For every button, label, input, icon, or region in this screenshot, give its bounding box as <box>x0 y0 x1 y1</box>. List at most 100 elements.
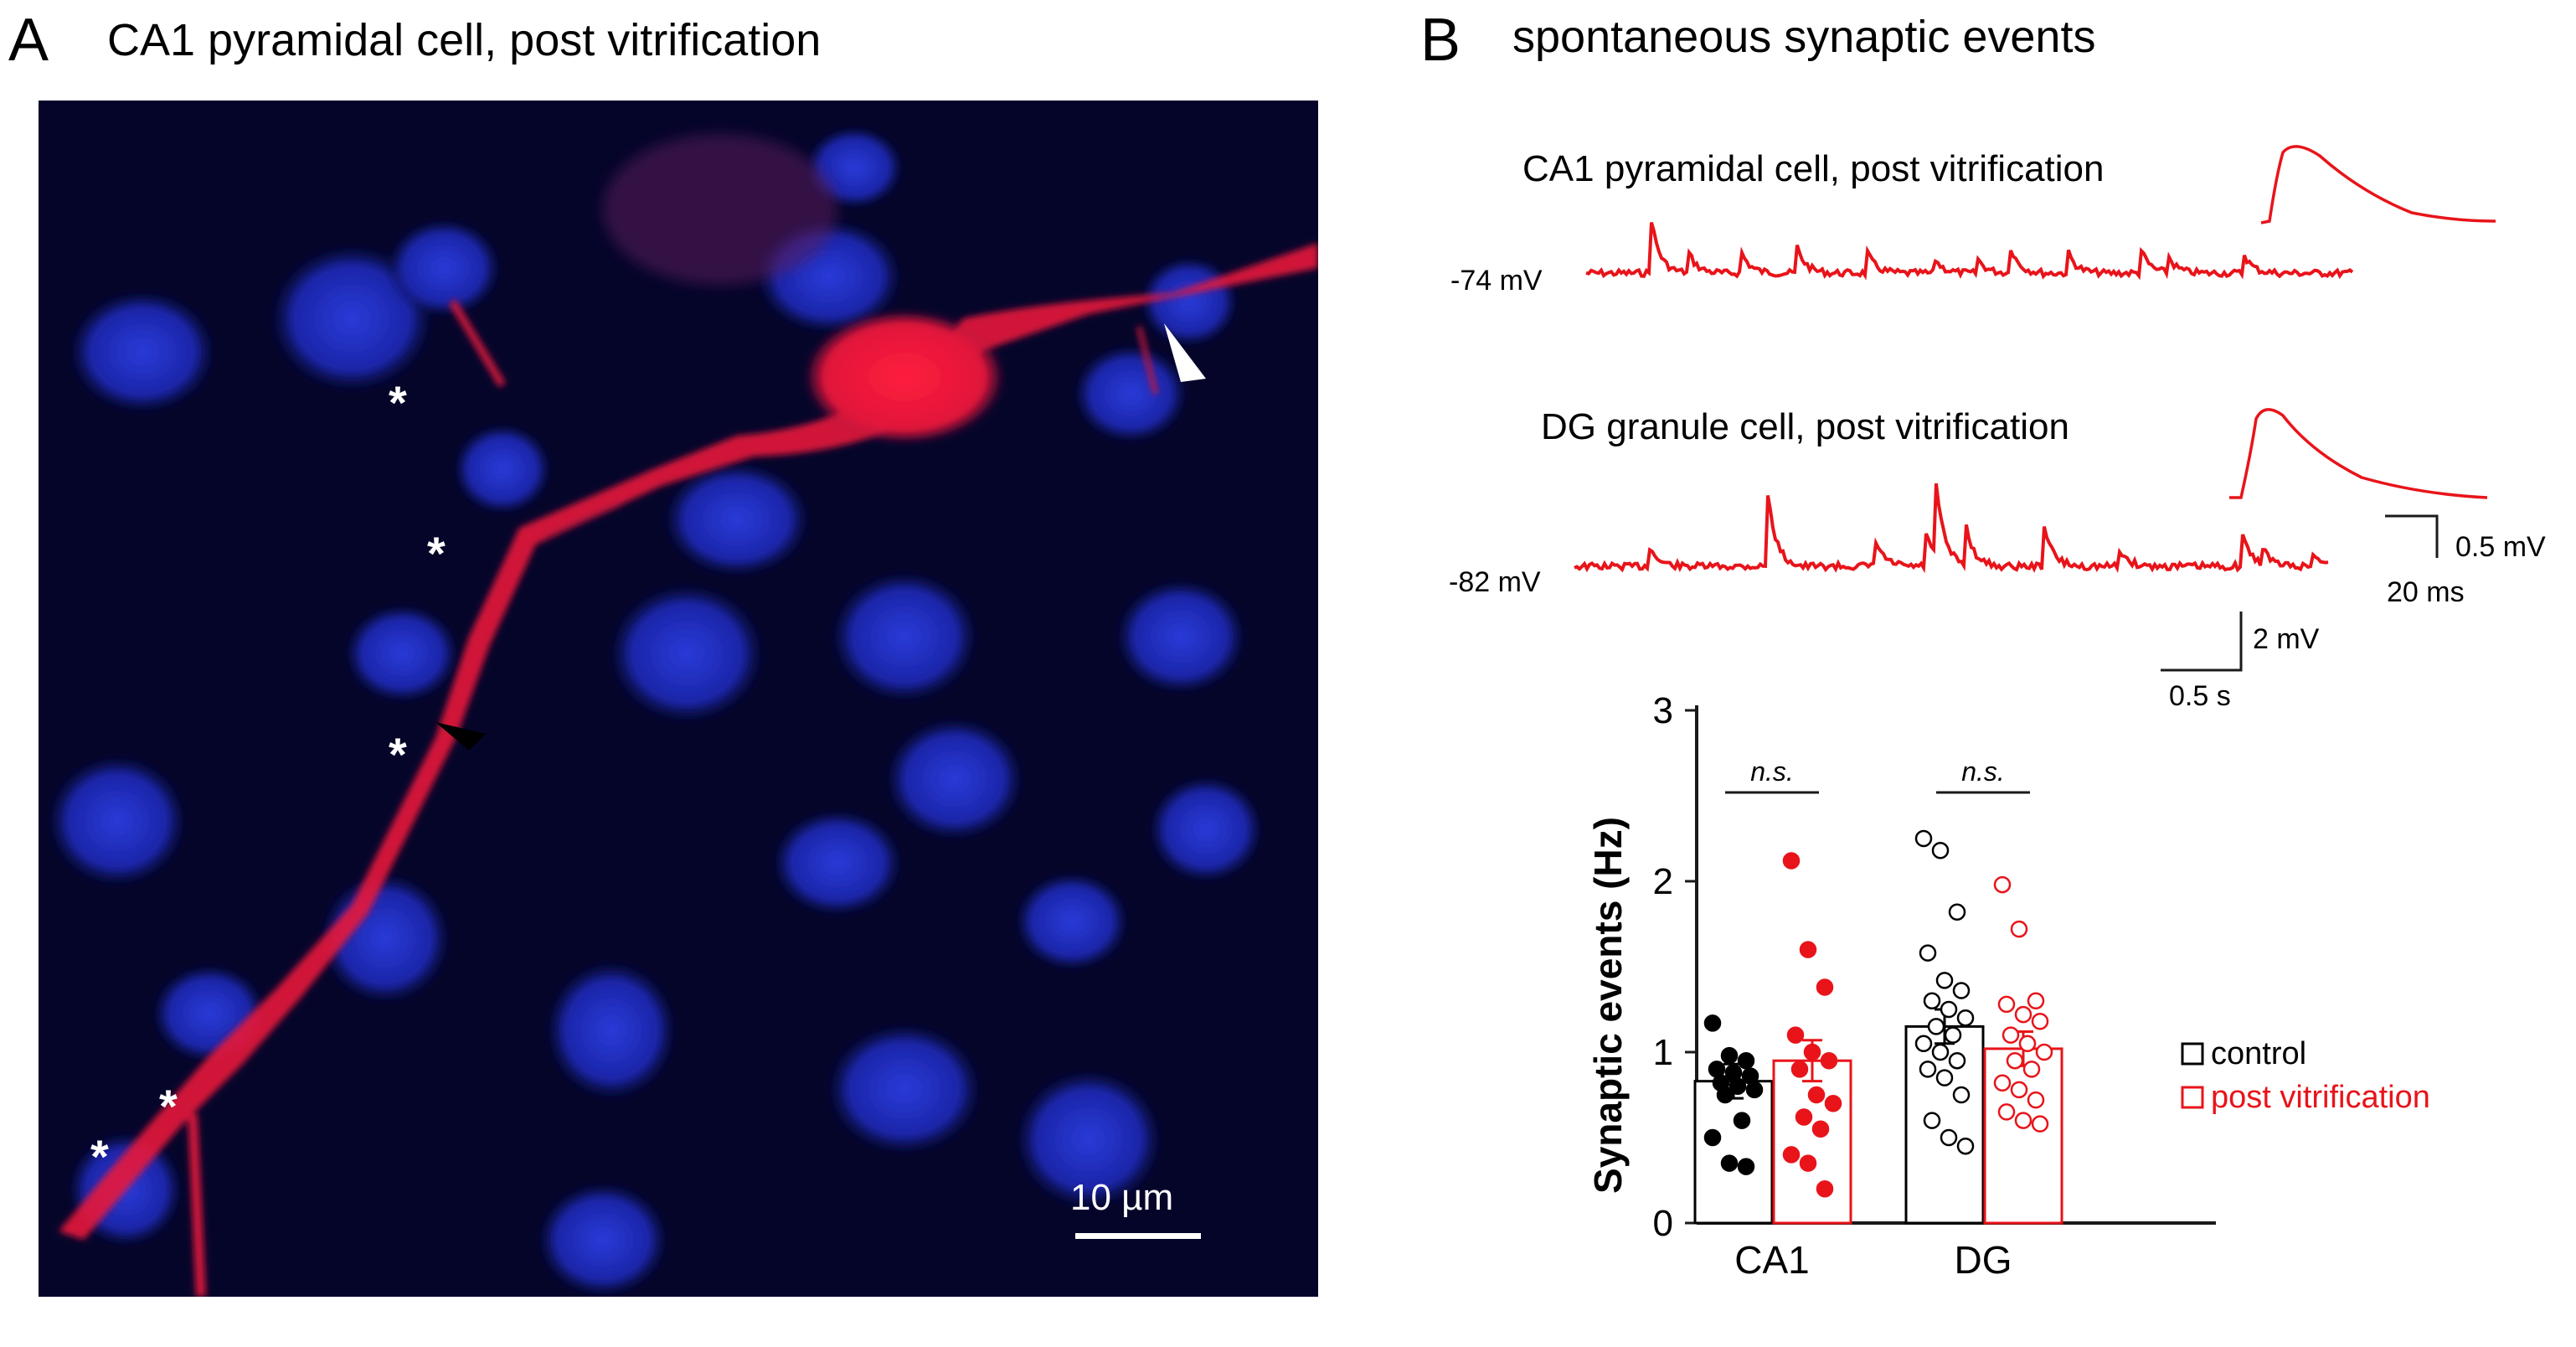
data-point <box>1948 1051 1966 1070</box>
data-point <box>2018 1035 2037 1053</box>
trace-scale-v: 2 mV <box>2253 623 2320 655</box>
legend-label: control <box>2211 1036 2306 1071</box>
significance-label: n.s. <box>1961 756 2005 787</box>
scale-bar-label: 10 µm <box>1070 1177 1173 1218</box>
data-point <box>1824 1094 1842 1112</box>
data-point <box>1935 1069 1954 1086</box>
data-point <box>2027 1091 2045 1109</box>
inset-scale-bar <box>2385 514 2439 558</box>
bar-dg-post <box>1983 1047 2063 1225</box>
legend-label: post vitrification <box>2211 1080 2430 1115</box>
asterisk-marker: * <box>427 527 446 580</box>
panel-b-title: spontaneous synaptic events <box>1512 12 2095 62</box>
legend-swatch <box>2181 1042 2204 1066</box>
trace2-line <box>1574 483 2329 574</box>
asterisk-marker: * <box>90 1130 109 1183</box>
legend-swatch <box>2181 1086 2204 1109</box>
trace2-inset <box>2229 408 2488 499</box>
panel-b-letter: B <box>1420 7 1461 74</box>
panel-a-letter: A <box>8 7 49 74</box>
data-point <box>1745 1081 1764 1099</box>
data-point <box>1786 1026 1805 1044</box>
inset-scale-v: 0.5 mV <box>2455 531 2546 563</box>
trace2-label: DG granule cell, post vitrification <box>1541 406 2069 447</box>
data-point <box>2002 1026 2020 1044</box>
data-point <box>1993 1074 2012 1092</box>
data-point <box>1931 1043 1950 1061</box>
x-category-label: CA1 <box>1734 1238 1809 1282</box>
data-point <box>1956 1137 1975 1155</box>
data-point <box>2014 1112 2032 1129</box>
data-point <box>1935 972 1954 989</box>
data-point <box>1944 1026 1962 1044</box>
data-point <box>1733 1112 1751 1129</box>
bar-ca1-post <box>1772 1059 1852 1225</box>
data-point <box>1782 852 1801 870</box>
data-point <box>1790 1061 1809 1078</box>
asterisk-marker: * <box>389 376 407 429</box>
data-point <box>1720 1154 1739 1172</box>
bar-chart: Synaptic events (Hz) 0 1 2 3 n.s. n.s. CA1 DG… <box>1586 690 2430 1282</box>
data-point <box>1919 944 1937 962</box>
data-point <box>1816 978 1834 996</box>
trace1-vm: -74 mV <box>1450 265 1543 297</box>
data-point <box>1952 1086 1971 1104</box>
y-axis-label: Synaptic events (Hz) <box>1586 817 1630 1194</box>
data-point <box>1811 1120 1830 1138</box>
data-point <box>2031 1115 2049 1133</box>
data-point <box>1956 1009 1975 1027</box>
data-point <box>1997 995 2016 1014</box>
data-point <box>2035 1043 2053 1061</box>
trace2-vm: -82 mV <box>1449 566 1541 598</box>
data-point <box>2031 1013 2049 1030</box>
black-arrowhead <box>435 722 486 751</box>
neuron <box>59 243 1318 1297</box>
data-point <box>2010 920 2028 938</box>
trace1-label: CA1 pyramidal cell, post vitrification <box>1522 148 2104 189</box>
data-point <box>2010 1081 2028 1099</box>
data-point <box>1927 1018 1945 1035</box>
data-point <box>1703 1128 1722 1147</box>
background-cell <box>603 134 837 285</box>
trace1-inset <box>2260 145 2496 224</box>
data-point <box>1820 1051 1838 1070</box>
data-point <box>1993 875 2012 894</box>
trace-scale-t: 0.5 s <box>2169 680 2231 712</box>
data-point <box>2022 1061 2041 1078</box>
data-point <box>1807 1086 1826 1104</box>
data-point <box>1914 1035 1933 1053</box>
y-tick-label: 2 <box>1653 861 1673 902</box>
data-point <box>1923 992 1941 1010</box>
data-point <box>1716 1086 1734 1104</box>
data-point <box>1799 941 1817 958</box>
data-point <box>1795 1108 1813 1126</box>
micrograph: * * * * * 10 µm <box>39 101 1318 1297</box>
data-point <box>2014 1005 2032 1024</box>
inset-scale-t: 20 ms <box>2387 576 2465 608</box>
nuclei <box>46 126 1265 1297</box>
significance-label: n.s. <box>1750 756 1794 787</box>
data-point <box>1737 1051 1755 1070</box>
y-tick-label: 0 <box>1653 1203 1673 1244</box>
data-point <box>2006 1051 2024 1070</box>
data-point <box>1728 1077 1747 1096</box>
data-point <box>1952 982 1971 999</box>
data-point <box>1997 1103 2016 1121</box>
data-point <box>2027 992 2045 1010</box>
data-point <box>1737 1158 1755 1175</box>
data-point <box>1940 1000 1958 1019</box>
data-point <box>1923 1112 1941 1129</box>
y-tick-label: 3 <box>1653 690 1673 731</box>
scale-bar <box>1075 1233 1201 1239</box>
asterisk-marker: * <box>159 1080 178 1133</box>
trace-scale-bar <box>2161 612 2243 672</box>
data-point <box>1816 1179 1834 1198</box>
data-point <box>1914 829 1933 848</box>
data-point <box>1940 1128 1958 1147</box>
data-point <box>1799 1154 1817 1172</box>
data-point <box>1720 1046 1739 1065</box>
asterisk-marker: * <box>389 728 407 781</box>
data-point <box>1948 903 1966 921</box>
data-point <box>1803 1043 1821 1061</box>
